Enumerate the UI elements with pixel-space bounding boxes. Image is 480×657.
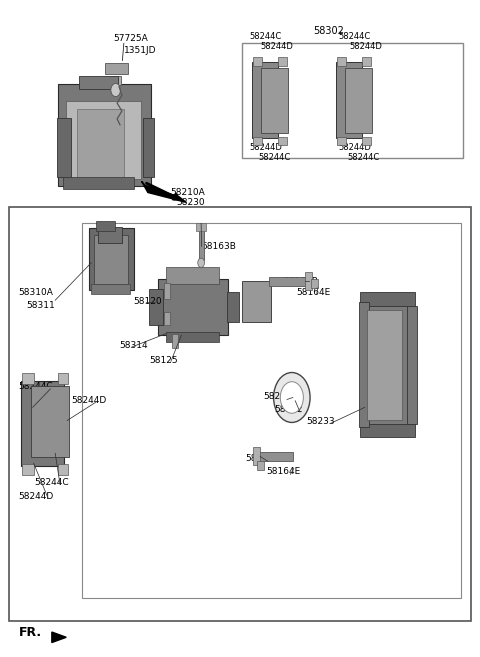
- Bar: [166, 267, 219, 284]
- Circle shape: [274, 373, 310, 422]
- Bar: [253, 57, 262, 66]
- Circle shape: [111, 83, 120, 97]
- Bar: [305, 272, 312, 290]
- Text: 58232: 58232: [275, 405, 303, 414]
- Text: 58314: 58314: [119, 340, 148, 350]
- Bar: [164, 312, 170, 325]
- Bar: [360, 424, 415, 437]
- Bar: [359, 302, 369, 427]
- Bar: [278, 137, 287, 145]
- Bar: [362, 57, 371, 66]
- Bar: [253, 137, 262, 145]
- Text: 58244C: 58244C: [258, 153, 290, 162]
- Text: 58235C: 58235C: [263, 392, 298, 401]
- Bar: [9, 207, 471, 621]
- Text: 58233: 58233: [306, 417, 335, 426]
- Bar: [360, 292, 415, 306]
- Text: 58244C: 58244C: [250, 32, 282, 41]
- Bar: [337, 57, 346, 66]
- Text: 58161B: 58161B: [283, 277, 318, 286]
- Text: 58244D: 58244D: [18, 491, 53, 501]
- Text: FR.: FR.: [19, 625, 42, 639]
- Text: 58244D: 58244D: [250, 143, 282, 152]
- Text: 58311: 58311: [26, 301, 55, 310]
- Bar: [82, 223, 461, 598]
- Text: 58244D: 58244D: [71, 396, 106, 405]
- Polygon shape: [52, 632, 66, 643]
- Bar: [98, 227, 122, 243]
- Bar: [22, 464, 34, 475]
- Bar: [110, 76, 121, 85]
- Bar: [89, 228, 134, 290]
- Text: 58125: 58125: [149, 355, 178, 365]
- Text: 58120: 58120: [133, 296, 162, 306]
- Text: 58210A: 58210A: [170, 188, 205, 197]
- Bar: [261, 68, 288, 133]
- Bar: [149, 289, 163, 325]
- Bar: [57, 118, 71, 177]
- Bar: [367, 310, 402, 420]
- Bar: [79, 76, 118, 89]
- Bar: [242, 43, 463, 158]
- Bar: [257, 461, 264, 470]
- Bar: [336, 62, 362, 138]
- Bar: [58, 464, 68, 475]
- Circle shape: [280, 382, 303, 413]
- Text: 57725A: 57725A: [113, 34, 147, 43]
- Bar: [196, 223, 206, 231]
- Bar: [63, 177, 134, 189]
- Bar: [66, 101, 141, 179]
- Bar: [158, 279, 228, 335]
- Text: 58161B: 58161B: [245, 454, 280, 463]
- Bar: [105, 63, 128, 74]
- Circle shape: [198, 258, 204, 267]
- Bar: [252, 62, 278, 138]
- Bar: [21, 381, 64, 466]
- Polygon shape: [142, 181, 186, 202]
- Bar: [143, 118, 154, 177]
- Bar: [166, 332, 219, 342]
- Bar: [345, 68, 372, 133]
- Text: 58164E: 58164E: [297, 288, 331, 297]
- Bar: [77, 109, 124, 183]
- Text: 58244C: 58244C: [18, 382, 53, 391]
- Bar: [58, 373, 68, 384]
- Bar: [172, 334, 178, 348]
- Text: 58244D: 58244D: [260, 42, 293, 51]
- Text: 58244C: 58244C: [35, 478, 69, 487]
- Bar: [362, 137, 371, 145]
- Bar: [199, 230, 204, 260]
- Text: 58310A: 58310A: [18, 288, 53, 297]
- Text: 58244C: 58244C: [338, 32, 371, 41]
- Bar: [58, 84, 151, 186]
- Bar: [242, 281, 271, 322]
- Text: 58163B: 58163B: [202, 242, 237, 251]
- Bar: [227, 292, 239, 322]
- Text: 58244D: 58244D: [338, 143, 371, 152]
- Text: 1351JD: 1351JD: [124, 46, 156, 55]
- Text: 58164E: 58164E: [266, 467, 300, 476]
- Text: 58244C: 58244C: [347, 153, 379, 162]
- Text: 58302: 58302: [313, 26, 344, 36]
- Bar: [253, 447, 260, 465]
- Bar: [94, 235, 128, 284]
- Bar: [407, 306, 417, 424]
- Bar: [254, 452, 293, 461]
- Bar: [22, 373, 34, 384]
- Bar: [31, 386, 69, 457]
- Bar: [164, 283, 170, 299]
- Bar: [311, 279, 318, 288]
- Text: 58230: 58230: [177, 198, 205, 207]
- Bar: [278, 57, 287, 66]
- Bar: [269, 277, 307, 286]
- Bar: [362, 299, 410, 430]
- Bar: [337, 137, 346, 145]
- Text: 58244D: 58244D: [349, 42, 382, 51]
- Bar: [91, 284, 130, 294]
- Bar: [96, 221, 115, 231]
